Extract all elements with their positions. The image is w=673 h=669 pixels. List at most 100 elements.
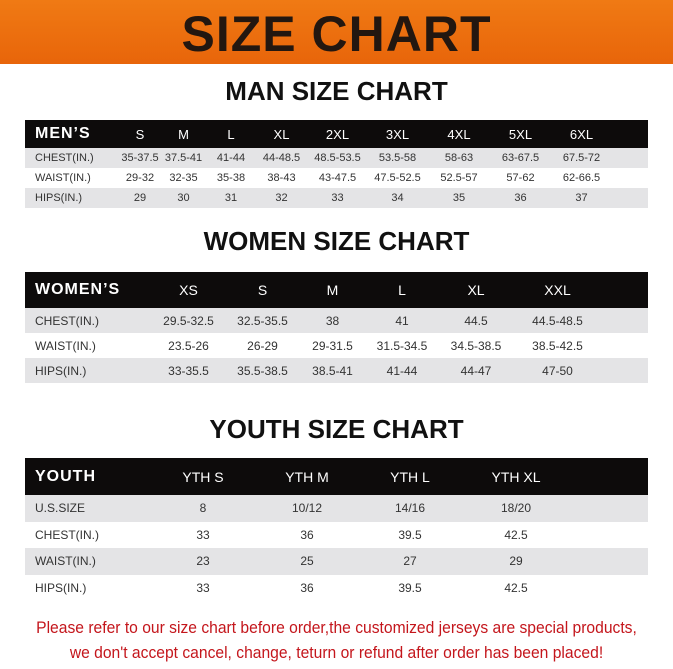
cell: 38.5-41 [312,363,353,378]
cell: 41-44 [216,152,246,164]
cell: 42.5 [504,580,528,595]
row-label: CHEST(IN.) [35,313,99,328]
cell: 37 [575,192,588,204]
cell: 5XL [508,126,533,142]
women-title: WOMEN SIZE CHART [203,226,470,256]
row-label: WAIST(IN.) [35,554,96,569]
table-row: U.S.SIZE 8 10/12 14/16 18/20 [25,495,648,522]
cell: 47-50 [542,363,573,378]
table-row: WAIST(IN.) 23 25 27 29 [25,548,648,575]
cell: 44.5-48.5 [532,313,583,328]
cell: 2XL [325,126,350,142]
cell: 42.5 [504,527,528,542]
cell: 10/12 [291,501,323,516]
cell: 26-29 [247,338,278,353]
table-row: HIPS(IN.) 29 30 31 32 33 34 35 36 37 [25,188,648,208]
youth-size-table: YOUTH YTH S YTH M YTH L YTH XL U.S.SIZE 8 10/12… [25,458,648,601]
cell: 38 [325,313,340,328]
cell: 29-32 [125,172,155,184]
cell: M [326,282,339,298]
table-row: HIPS(IN.) 33 36 39.5 42.5 [25,575,648,602]
cell: XL [467,282,485,298]
cell: 36 [300,580,314,595]
cell: 14/16 [394,501,426,516]
cell: 37.5-41 [164,152,203,164]
row-label: HIPS(IN.) [35,363,87,378]
row-label: HIPS(IN.) [35,580,87,595]
cell: 32.5-35.5 [237,313,288,328]
cell: 33 [331,192,344,204]
cell: 39.5 [398,527,422,542]
cell: 3XL [385,126,410,142]
cell: 38.5-42.5 [532,338,583,353]
row-label: U.S.SIZE [35,501,86,516]
cell: 25 [300,554,314,569]
cell: S [135,126,145,142]
cell: YTH XL [491,468,541,485]
cell: 33-35.5 [168,363,209,378]
cell: 63-67.5 [501,152,540,164]
cell: 67.5-72 [562,152,601,164]
table-row: CHEST(IN.) 29.5-32.5 32.5-35.5 38 41 44.5 44.5… [25,308,648,333]
row-label: CHEST(IN.) [35,152,94,164]
cell: L [227,126,235,142]
cell: 43-47.5 [318,172,357,184]
table-row: CHEST(IN.) 35-37.5 37.5-41 41-44 44-48.5 48.5… [25,148,648,168]
row-label: HIPS(IN.) [35,192,83,204]
cell: 35-37.5 [121,152,159,164]
men-title: MAN SIZE CHART [225,76,448,106]
cell: 18/20 [500,501,532,516]
cell: 33 [196,527,210,542]
row-label: WAIST(IN.) [35,172,91,184]
cell: 23.5-26 [168,338,209,353]
cell: YTH L [390,468,430,485]
cell: 31 [224,192,238,204]
cell: 29 [133,192,147,204]
notice-line-1: Please refer to our size chart before or… [36,618,637,637]
cell: 33 [196,580,210,595]
cell: 4XL [447,126,471,142]
men-size-table: MEN’S S M L XL 2XL 3XL 4XL 5XL 6XL CHEST(IN.) 35-37… [25,120,648,208]
table-row: WAIST(IN.) 29-32 32-35 35-38 38-43 43-47.5 47.… [25,168,648,188]
row-label: YOUTH [35,467,96,485]
cell: S [257,282,268,298]
cell: 23 [196,554,210,569]
cell: 62-66.5 [562,172,601,184]
cell: 32-35 [169,172,198,184]
notice-line-2: we don't accept cancel, change, teturn o… [69,643,604,662]
cell: 44-48.5 [262,152,301,164]
cell: 35.5-38.5 [237,363,288,378]
cell: 44-47 [460,363,492,378]
cell: 6XL [569,126,594,142]
cell: YTH M [285,468,329,485]
cell: 53.5-58 [378,152,417,164]
cell: 44.5 [464,313,488,328]
row-label: MEN’S [35,125,91,142]
cell: 29 [509,554,523,569]
youth-title: YOUTH SIZE CHART [209,414,464,444]
banner-title: SIZE CHART [181,6,492,62]
header-row: WOMEN’S XS S M L XL XXL [25,272,648,308]
cell: XL [273,126,290,142]
cell: 52.5-57 [440,172,478,184]
cell: 36 [300,527,314,542]
cell: 47.5-52.5 [374,172,421,184]
row-label: CHEST(IN.) [35,527,99,542]
cell: 29.5-32.5 [163,313,214,328]
cell: 32 [275,192,288,204]
cell: 30 [177,192,190,204]
cell: 31.5-34.5 [376,338,428,353]
cell: 35 [452,192,466,204]
cell: L [398,282,406,298]
header-row: MEN’S S M L XL 2XL 3XL 4XL 5XL 6XL [25,120,648,148]
cell: M [178,126,189,142]
cell: YTH S [182,468,224,485]
row-label: WAIST(IN.) [35,338,96,353]
cell: 57-62 [506,172,535,184]
table-row: CHEST(IN.) 33 36 39.5 42.5 [25,522,648,549]
cell: 34.5-38.5 [450,338,502,353]
women-size-table: WOMEN’S XS S M L XL XXL CHEST(IN.) 29.5-32.5 32.5… [25,272,648,383]
cell: 41 [395,313,409,328]
cell: 34 [391,192,404,204]
cell: 48.5-53.5 [314,152,361,164]
